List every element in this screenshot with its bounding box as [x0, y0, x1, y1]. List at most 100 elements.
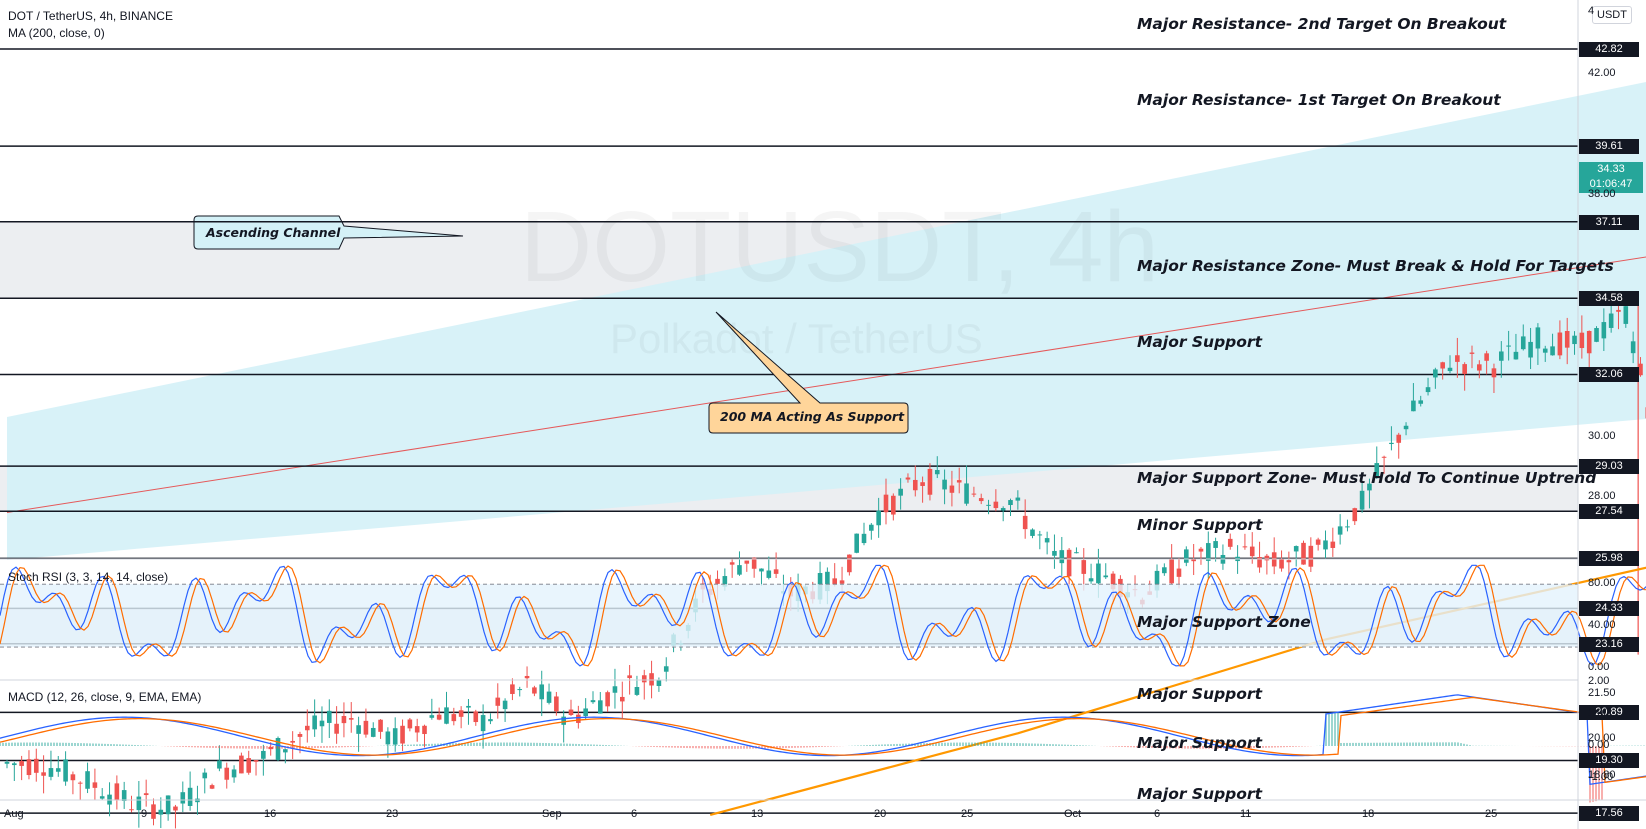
zone-label-6: Major Support Zone [1137, 612, 1311, 631]
candle [1513, 333, 1519, 360]
candle [847, 554, 852, 576]
candle [12, 761, 17, 782]
price-axis-tick: 30.00 [1588, 429, 1616, 442]
candle [1403, 422, 1409, 436]
candle [231, 765, 237, 783]
candle [55, 755, 61, 777]
zone-label-3: Major Support [1137, 333, 1262, 352]
candle [129, 795, 134, 813]
candle [473, 709, 479, 726]
candle [502, 698, 508, 722]
candle [869, 523, 874, 540]
time-axis-tick: 20 [874, 808, 887, 820]
zone-label-8: Major Support [1137, 733, 1262, 752]
candle [1425, 377, 1431, 396]
macd-axis-tick: 0.00 [1588, 739, 1610, 751]
candle [121, 781, 127, 809]
candle [927, 463, 933, 501]
time-axis-tick: 16 [264, 808, 277, 820]
candle [319, 706, 325, 743]
candle [861, 522, 867, 546]
candle [1418, 395, 1424, 407]
candle [598, 692, 603, 714]
candle [773, 552, 779, 579]
price-tag-5: 29.03 [1579, 459, 1639, 475]
macd-axis-tick: 1.00 [1588, 707, 1610, 719]
ma-indicator-label[interactable]: MA (200, close, 0) [8, 26, 105, 40]
candle [209, 783, 215, 790]
candle [663, 657, 669, 682]
candle [261, 744, 266, 776]
top-axis-stub: 4 [1588, 5, 1595, 17]
watermark-name: Polkadot / TetherUS [610, 315, 983, 363]
candle [532, 685, 537, 697]
candle [744, 560, 750, 572]
candle [891, 493, 896, 521]
candle [1557, 320, 1563, 360]
candle [920, 476, 925, 503]
candle [1630, 331, 1636, 364]
candle [70, 771, 76, 795]
candle [539, 670, 545, 717]
candle [1015, 490, 1021, 510]
candle [4, 759, 10, 769]
candle [949, 470, 955, 507]
candle [1506, 330, 1511, 361]
candle [1337, 514, 1343, 545]
candle [1279, 550, 1284, 572]
candle [641, 669, 647, 700]
zone-label-2: Major Resistance Zone- Must Break & Hold… [1137, 257, 1614, 276]
candle [165, 795, 171, 821]
candle [1542, 345, 1548, 362]
stoch-axis-tick: 0.00 [1588, 661, 1610, 673]
time-axis-tick: 9 [141, 808, 148, 820]
candle [370, 722, 376, 738]
candle [341, 702, 347, 738]
candle [1184, 546, 1189, 567]
candle [517, 686, 523, 697]
candle [1052, 534, 1057, 569]
candle [554, 691, 559, 716]
stoch-axis-tick: 40.00 [1588, 619, 1616, 632]
macd-label[interactable]: MACD (12, 26, close, 9, EMA, EMA) [8, 690, 202, 704]
time-axis-tick: 25 [1485, 808, 1498, 820]
candle [1044, 531, 1050, 555]
candle [1528, 327, 1533, 370]
stoch-rsi-label[interactable]: Stoch RSI (3, 3, 14, 14, close) [8, 570, 169, 584]
candle [524, 666, 530, 688]
candle [832, 563, 837, 587]
price-axis-tick: 21.50 [1588, 686, 1616, 699]
candle [854, 533, 859, 554]
price-tag-11: 19.30 [1579, 753, 1639, 769]
candle [1564, 317, 1570, 365]
candle [729, 558, 735, 578]
candle [275, 736, 281, 762]
channel-callout[interactable] [193, 215, 464, 250]
price-axis-tick: 20.00 [1588, 732, 1616, 745]
candle [414, 718, 420, 742]
candle [1411, 383, 1416, 412]
price-tag-2: 37.11 [1579, 214, 1639, 230]
candle [583, 698, 588, 720]
candle [942, 469, 947, 505]
candle [107, 782, 112, 817]
candle [546, 683, 552, 705]
candle [1293, 545, 1299, 567]
zone-label-4: Major Support Zone- Must Hold To Continu… [1137, 469, 1597, 488]
candle [436, 707, 442, 721]
candle [480, 704, 486, 749]
candle [143, 779, 149, 807]
price-tag-10: 20.89 [1579, 705, 1639, 721]
candle [561, 710, 566, 743]
ma-callout[interactable] [708, 311, 909, 434]
candle [1330, 527, 1336, 557]
chart-title[interactable]: DOT / TetherUS, 4h, BINANCE [8, 9, 173, 23]
candle [217, 745, 222, 772]
candle [19, 755, 24, 781]
ma-callout-text: 200 MA Acting As Support [720, 409, 905, 424]
candle [1579, 315, 1585, 359]
candle [1242, 533, 1248, 550]
currency-badge[interactable]: USDT [1592, 6, 1632, 24]
